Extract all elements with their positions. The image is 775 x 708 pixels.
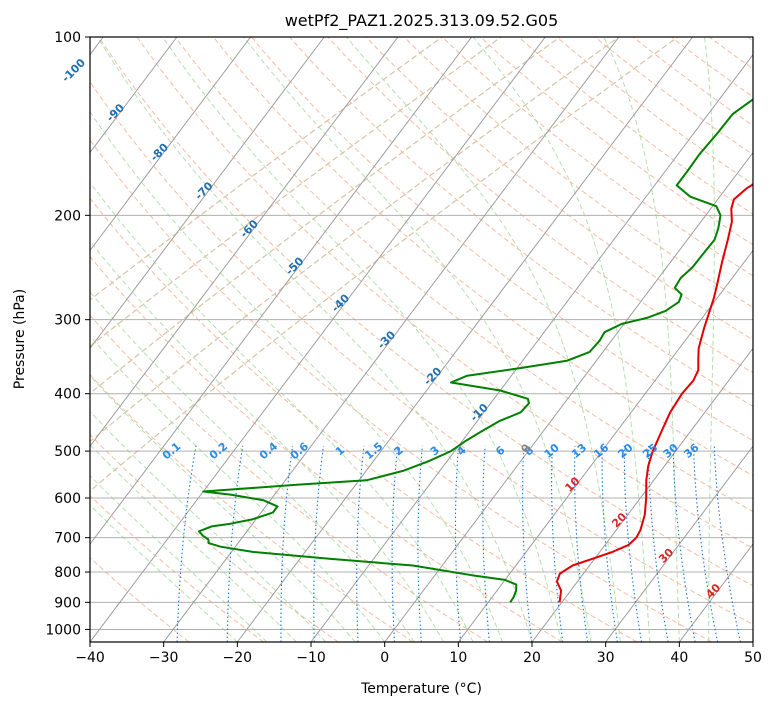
isotherm-line <box>236 37 693 642</box>
y-axis-title: Pressure (hPa) <box>12 289 28 389</box>
moist-adiabat <box>90 335 386 642</box>
mixing-ratio-line <box>417 445 423 642</box>
x-tick-label: −10 <box>296 650 326 666</box>
dry-adiabat <box>403 37 753 309</box>
y-tick-label: 700 <box>54 531 81 547</box>
isotherm-line <box>384 151 753 642</box>
mixing-ratio-line <box>713 445 741 642</box>
mixing-ratio-line <box>226 445 244 642</box>
mixing-ratio-line <box>391 445 399 642</box>
dry-adiabat <box>98 37 753 587</box>
moist-adiabat <box>90 474 268 642</box>
x-tick-label: 20 <box>523 650 541 666</box>
moist-adiabat <box>90 410 327 642</box>
mixing-ratio-line <box>280 445 294 642</box>
reference-curve <box>90 37 679 492</box>
mixing-ratio-line <box>454 445 462 642</box>
isotherm-line <box>163 37 620 642</box>
dry-adiabat <box>90 373 414 642</box>
x-tick-label: 50 <box>744 650 762 666</box>
y-tick-label: 300 <box>54 313 81 329</box>
dewpoint-profile-line <box>198 98 753 603</box>
mixing-ratio-line <box>647 445 669 642</box>
moist-adiabat <box>243 37 592 642</box>
moist-adiabat <box>90 374 356 642</box>
x-axis-title: Temperature (°C) <box>360 681 482 697</box>
isotherm-line <box>90 37 546 642</box>
x-tick-label: −40 <box>75 650 105 666</box>
x-tick-label: −20 <box>223 650 253 666</box>
y-tick-label: 200 <box>54 208 81 224</box>
dry-adiabat <box>136 37 753 549</box>
dry-adiabat <box>90 197 638 642</box>
dry-adiabat <box>251 37 753 442</box>
mixing-ratio-line <box>601 445 618 642</box>
mixing-ratio-line <box>693 445 719 642</box>
mixing-ratio-line <box>672 445 696 642</box>
isotherm-line <box>531 347 753 642</box>
isotherm-line <box>90 37 472 545</box>
moist-adiabat <box>345 37 621 642</box>
isotherm-line <box>90 37 399 448</box>
mixing-ratio-line <box>482 445 490 642</box>
isotherm-line <box>310 53 753 642</box>
reference-curve <box>90 37 620 443</box>
x-tick-label: 10 <box>449 650 467 666</box>
x-tick-label: 0 <box>380 650 389 666</box>
dry-adiabat <box>90 494 264 642</box>
dry-adiabat <box>90 80 753 625</box>
mixing-ratio-line <box>574 445 589 642</box>
plot-frame <box>89 36 754 643</box>
dry-adiabat <box>90 314 488 642</box>
x-tick-label: −30 <box>149 650 179 666</box>
temperature-profile-line <box>555 183 753 603</box>
moist-adiabat <box>472 37 651 642</box>
moist-adiabat <box>704 37 715 642</box>
moist-adiabat <box>90 110 503 642</box>
reference-curve <box>90 37 443 301</box>
isotherm-line <box>90 37 178 154</box>
isotherm-line <box>90 37 251 252</box>
chart-title: wetPf2_PAZ1.2025.313.09.52.G05 <box>285 11 559 31</box>
reference-curve <box>90 37 561 395</box>
moist-adiabat <box>96 37 533 642</box>
moist-adiabat <box>90 240 445 642</box>
plot-area <box>90 37 753 642</box>
y-tick-label: 600 <box>54 491 81 507</box>
mixing-ratio-line <box>313 445 324 642</box>
isotherm-line <box>90 37 325 350</box>
isotherm-line <box>457 249 753 642</box>
dry-adiabat <box>480 37 753 246</box>
dry-adiabat <box>556 37 753 185</box>
y-tick-label: 800 <box>54 565 81 581</box>
mixing-ratio-line <box>356 445 365 642</box>
y-tick-label: 1000 <box>45 622 81 638</box>
dry-adiabat <box>594 37 753 156</box>
mixing-ratio-line <box>522 445 533 642</box>
y-tick-label: 100 <box>54 30 81 46</box>
mixing-ratio-line <box>623 445 643 642</box>
x-tick-label: 40 <box>670 650 688 666</box>
y-tick-label: 900 <box>54 595 81 611</box>
y-tick-label: 500 <box>54 444 81 460</box>
isotherm-line <box>605 445 753 642</box>
moist-adiabat <box>90 181 474 642</box>
reference-curve <box>90 37 502 347</box>
moist-adiabat <box>162 37 562 642</box>
dry-adiabat <box>327 37 753 374</box>
mixing-ratio-line <box>176 445 197 642</box>
axis-ticks: −40 −30 −20 −10 0 10 20 30 40 50 100 200 300 400 500 60… <box>45 30 762 666</box>
y-tick-label: 400 <box>54 387 81 403</box>
dry-adiabat <box>90 255 563 642</box>
mixing-ratio-line <box>551 445 564 642</box>
x-tick-label: 30 <box>597 650 615 666</box>
